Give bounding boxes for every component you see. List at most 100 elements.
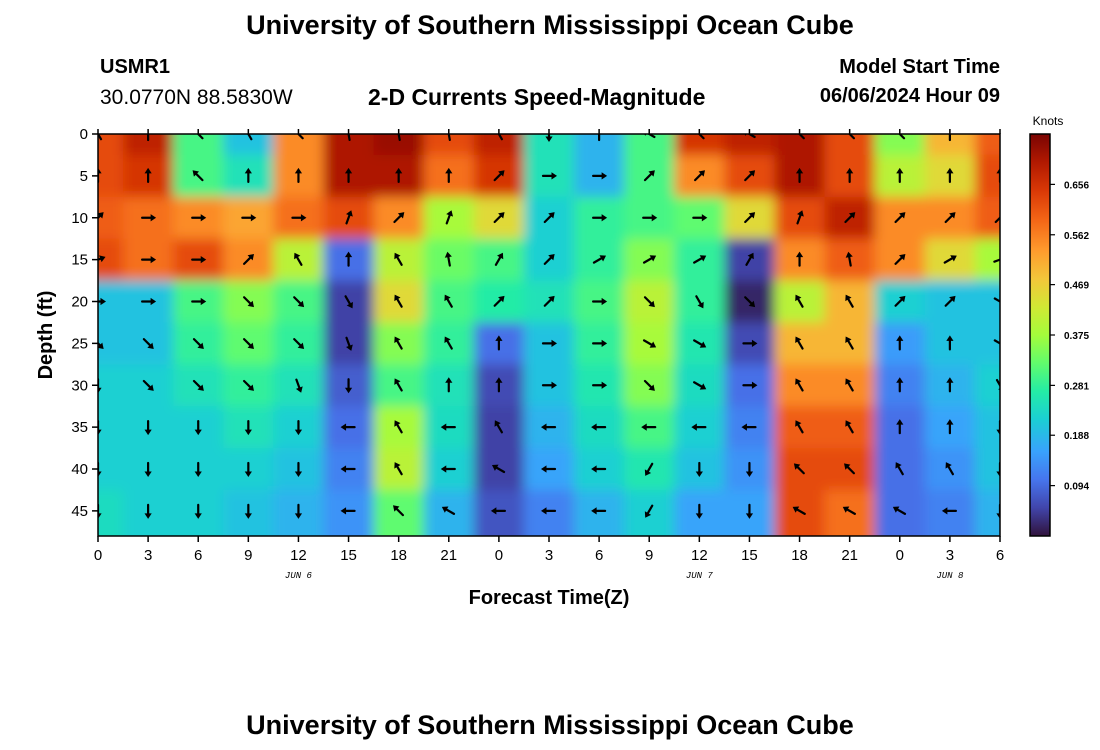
current-arrow <box>793 463 805 475</box>
y-tick-label: 45 <box>71 503 88 520</box>
current-arrow <box>541 507 557 515</box>
y-tick-label: 25 <box>71 335 88 352</box>
current-arrow <box>444 251 452 267</box>
current-arrow <box>244 461 252 477</box>
current-arrow <box>242 338 254 350</box>
current-arrow <box>591 423 607 431</box>
x-tick-label: 3 <box>144 547 152 564</box>
current-arrow <box>744 296 756 308</box>
heatmap-cell <box>874 134 926 156</box>
current-arrow <box>294 252 303 266</box>
current-arrow <box>395 167 403 183</box>
y-tick-label: 30 <box>71 377 88 394</box>
x-tick-label: 0 <box>495 547 503 564</box>
current-arrow <box>141 256 157 264</box>
current-arrow <box>144 420 152 436</box>
x-tick-label: 6 <box>996 547 1004 564</box>
current-arrow <box>598 134 601 142</box>
x-tick-label: 12 <box>290 547 307 564</box>
current-arrow <box>445 377 453 393</box>
heatmap-cell <box>624 489 675 536</box>
current-arrow <box>495 134 503 141</box>
current-arrow <box>993 257 1000 263</box>
current-arrow <box>894 295 906 307</box>
current-arrow <box>592 381 608 389</box>
current-arrow <box>493 212 505 224</box>
current-arrow <box>346 134 351 142</box>
current-arrow <box>944 295 956 307</box>
station-id: USMR1 <box>100 56 171 78</box>
current-arrow <box>943 255 957 264</box>
current-arrow <box>996 420 1000 436</box>
x-tick-label: 6 <box>194 547 202 564</box>
x-tick-label: 15 <box>741 547 758 564</box>
current-arrow <box>642 255 657 264</box>
current-arrow <box>941 507 957 515</box>
colorbar-tick-label: 0.094 <box>1064 482 1089 493</box>
current-arrow <box>896 335 904 351</box>
heatmap-cell <box>473 489 525 536</box>
current-arrow <box>741 423 757 431</box>
current-arrow <box>944 212 956 224</box>
y-tick-label: 35 <box>71 419 88 436</box>
current-arrow <box>693 255 707 264</box>
current-arrow <box>494 252 504 266</box>
current-arrow <box>340 465 356 473</box>
current-arrow <box>98 212 104 224</box>
heatmap-cell <box>523 134 575 156</box>
chart-title: 2-D Currents Speed-Magnitude <box>368 84 706 110</box>
current-arrow <box>98 338 104 350</box>
current-arrow <box>491 464 506 474</box>
current-arrow <box>294 420 303 436</box>
current-arrow <box>394 252 403 266</box>
current-arrow <box>543 295 555 307</box>
current-arrow <box>98 255 106 263</box>
heatmap-cell <box>874 489 926 536</box>
colorbar-tick-label: 0.281 <box>1064 381 1089 392</box>
current-arrow <box>642 214 658 222</box>
current-arrow <box>98 297 106 306</box>
heatmap-cell <box>824 134 876 156</box>
y-tick-label: 5 <box>80 168 88 185</box>
current-arrow <box>192 170 204 182</box>
x-tick-label: 21 <box>841 547 858 564</box>
current-arrow <box>795 251 804 267</box>
current-arrow <box>144 461 152 477</box>
current-arrow <box>846 167 854 183</box>
heatmap-cell <box>974 322 1000 365</box>
current-arrow <box>795 167 804 183</box>
heatmap-cell <box>373 489 425 536</box>
heatmap-cell <box>974 489 1000 536</box>
heatmap-cell <box>98 406 124 449</box>
x-tick-label: 15 <box>340 547 357 564</box>
current-arrow <box>142 379 154 391</box>
colorbar-tick-label: 0.562 <box>1064 231 1089 242</box>
current-arrow <box>892 506 907 515</box>
current-arrow <box>742 339 758 347</box>
current-arrow <box>946 167 954 183</box>
heatmap-cell <box>674 134 725 156</box>
current-arrow <box>993 297 1000 305</box>
heatmap-cell <box>574 134 625 156</box>
current-arrow <box>795 294 804 308</box>
current-arrow <box>445 167 453 183</box>
current-arrow <box>845 378 854 392</box>
current-arrow <box>191 297 207 306</box>
current-arrow <box>242 379 254 391</box>
current-arrow <box>242 253 254 265</box>
current-arrow <box>692 214 708 222</box>
current-arrow <box>444 336 453 350</box>
x-tick-label: 6 <box>595 547 603 564</box>
current-arrow <box>592 297 608 306</box>
current-arrow <box>494 420 503 434</box>
date-label: JUN 8 <box>936 571 964 581</box>
current-arrow <box>744 170 756 182</box>
heatmap-cell <box>423 489 475 536</box>
heatmap-cell <box>974 280 1000 323</box>
current-arrow <box>543 253 555 265</box>
heatmap-cell <box>98 448 124 491</box>
current-arrow <box>493 170 505 182</box>
heatmap-cell <box>98 134 124 156</box>
current-arrow <box>393 212 405 224</box>
